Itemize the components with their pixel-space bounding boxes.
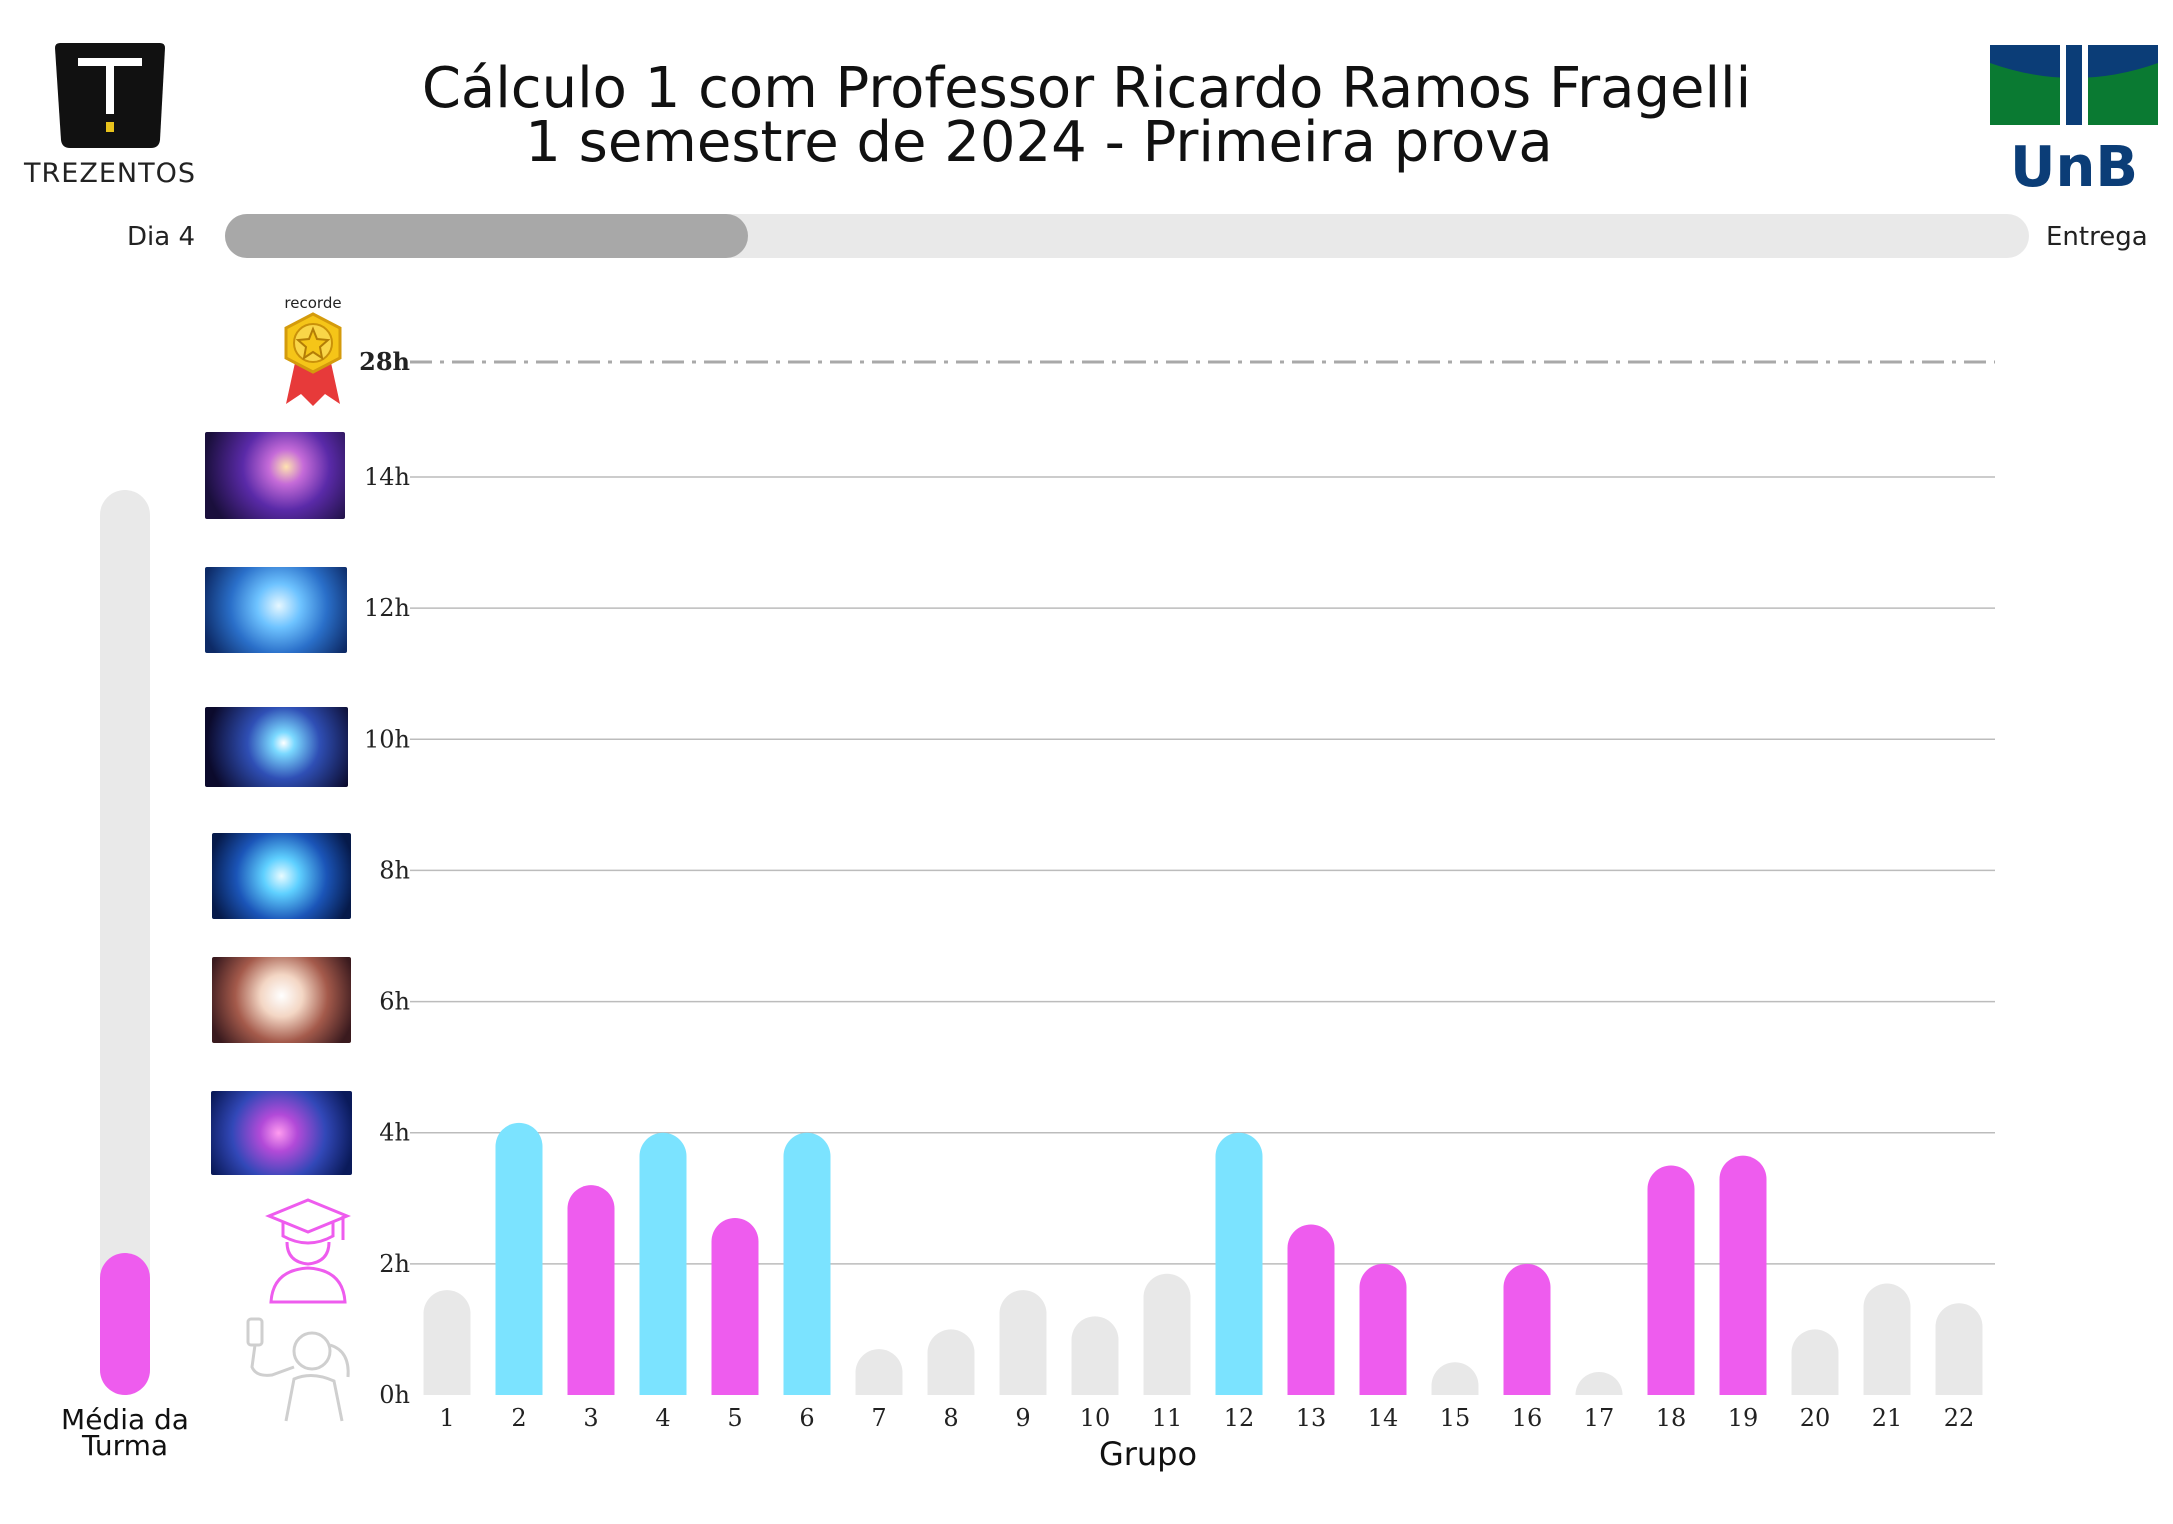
x-tick-label: 6 bbox=[799, 1404, 814, 1432]
class-mean-track bbox=[100, 490, 150, 1395]
x-tick-label: 10 bbox=[1080, 1404, 1111, 1432]
x-tick-label: 2 bbox=[511, 1404, 526, 1432]
x-tick-label: 3 bbox=[583, 1404, 598, 1432]
bar bbox=[1215, 1132, 1263, 1395]
x-tick-label: 1 bbox=[439, 1404, 454, 1432]
x-tick-label: 11 bbox=[1152, 1404, 1183, 1432]
bar bbox=[423, 1290, 471, 1395]
y-tick-label: 8h bbox=[379, 856, 410, 884]
unb-logo bbox=[1990, 45, 2158, 205]
x-tick-label: 4 bbox=[655, 1404, 670, 1432]
x-tick-label: 19 bbox=[1728, 1404, 1759, 1432]
bar bbox=[495, 1122, 543, 1395]
x-tick-label: 7 bbox=[871, 1404, 886, 1432]
class-mean-fill bbox=[100, 1252, 150, 1395]
bar bbox=[999, 1290, 1047, 1395]
y-tick-label: 12h bbox=[364, 594, 410, 622]
record-value-label: 28h bbox=[359, 347, 410, 376]
x-tick-label: 8 bbox=[943, 1404, 958, 1432]
brain-level-4-icon bbox=[205, 707, 348, 787]
x-tick-label: 16 bbox=[1512, 1404, 1543, 1432]
class-mean-label-line-2: Turma bbox=[81, 1429, 169, 1462]
brain-level-3-icon bbox=[212, 833, 351, 919]
bar bbox=[1719, 1155, 1767, 1395]
x-tick-label: 17 bbox=[1584, 1404, 1615, 1432]
bar bbox=[1791, 1329, 1839, 1395]
unb-wordmark: UnB bbox=[2009, 135, 2139, 200]
x-tick-label: 18 bbox=[1656, 1404, 1687, 1432]
brain-level-1-icon bbox=[211, 1091, 352, 1175]
brain-level-5-icon bbox=[205, 567, 347, 653]
y-tick-label: 14h bbox=[364, 463, 410, 491]
x-tick-label: 14 bbox=[1368, 1404, 1399, 1432]
bar bbox=[1935, 1303, 1983, 1395]
class-mean-label: Média da Turma bbox=[30, 1406, 220, 1462]
graduate-icon bbox=[263, 1196, 353, 1306]
record-label: recorde bbox=[284, 296, 341, 312]
trezentos-wordmark: TREZENTOS bbox=[24, 158, 196, 189]
medal-icon: recorde bbox=[268, 294, 358, 411]
brain-level-6-icon bbox=[205, 432, 345, 519]
bar bbox=[855, 1349, 903, 1395]
title-line-2: 1 semestre de 2024 - Primeira prova bbox=[525, 110, 1553, 175]
y-tick-label: 10h bbox=[364, 725, 410, 753]
brain-level-2-icon bbox=[212, 957, 351, 1043]
bar bbox=[567, 1185, 615, 1395]
selfie-person-icon bbox=[238, 1315, 368, 1423]
bar bbox=[783, 1132, 831, 1395]
bar bbox=[1647, 1165, 1695, 1395]
bar bbox=[1287, 1224, 1335, 1395]
y-tick-label: 4h bbox=[379, 1119, 410, 1147]
y-tick-label: 2h bbox=[379, 1250, 410, 1278]
x-tick-label: 22 bbox=[1944, 1404, 1975, 1432]
bar bbox=[1359, 1263, 1407, 1395]
x-tick-label: 9 bbox=[1015, 1404, 1030, 1432]
title-line-1: Cálculo 1 com Professor Ricardo Ramos Fr… bbox=[421, 56, 1752, 121]
progress-fill bbox=[225, 214, 749, 258]
y-tick-label: 0h bbox=[379, 1381, 410, 1409]
bar bbox=[1503, 1263, 1551, 1395]
x-tick-label: 20 bbox=[1800, 1404, 1831, 1432]
class-mean-label-line-1: Média da bbox=[61, 1403, 189, 1436]
trezentos-logo bbox=[10, 40, 210, 190]
bar bbox=[1431, 1362, 1479, 1395]
y-tick-label: 6h bbox=[379, 988, 410, 1016]
progress-start-label: Dia 4 bbox=[127, 222, 195, 252]
x-tick-label: 15 bbox=[1440, 1404, 1471, 1432]
x-axis-label: Grupo bbox=[1099, 1435, 1197, 1473]
bar bbox=[711, 1217, 759, 1395]
page-title: Cálculo 1 com Professor Ricardo Ramos Fr… bbox=[0, 61, 2173, 175]
x-tick-label: 12 bbox=[1224, 1404, 1255, 1432]
bar bbox=[1071, 1316, 1119, 1395]
bar bbox=[927, 1329, 975, 1395]
bar bbox=[639, 1132, 687, 1395]
bar bbox=[1863, 1283, 1911, 1395]
x-tick-label: 21 bbox=[1872, 1404, 1903, 1432]
bar bbox=[1143, 1273, 1191, 1395]
bar bbox=[1575, 1372, 1623, 1395]
x-tick-label: 13 bbox=[1296, 1404, 1327, 1432]
x-tick-label: 5 bbox=[727, 1404, 742, 1432]
progress-end-label: Entrega bbox=[2046, 222, 2148, 252]
